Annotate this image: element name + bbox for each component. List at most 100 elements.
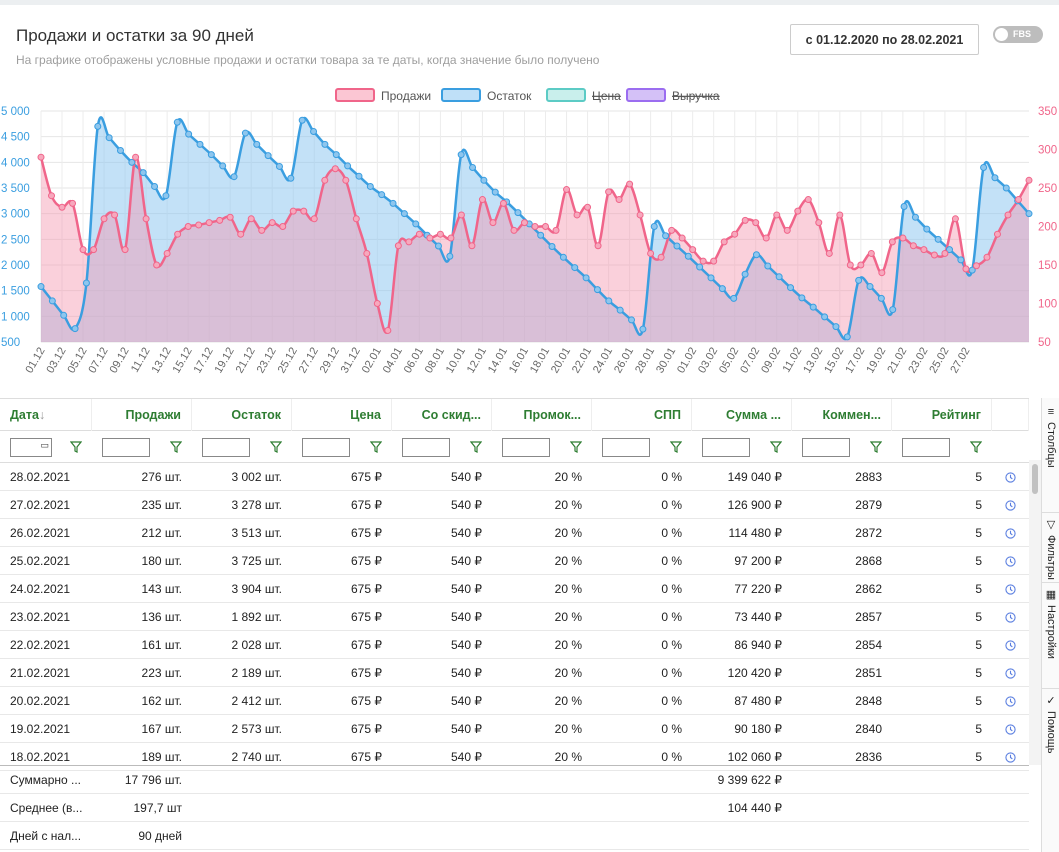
history-clock-icon[interactable] [1005,723,1016,735]
history-clock-icon[interactable] [1005,583,1016,595]
row-history-button[interactable] [992,519,1029,547]
table-cell: 161 шт. [141,638,182,652]
stock-point [662,232,670,240]
filter-funnel-icon[interactable] [70,441,82,453]
side-tab-1[interactable]: ≡ Столбцы [1042,406,1059,468]
column-header-2[interactable]: Продажи [92,399,192,431]
filter-input[interactable] [702,437,750,457]
table-row[interactable]: 23.02.2021 136 шт. 1 892 шт. 675 ₽ 540 ₽ 20 %… [0,603,1029,631]
row-history-button[interactable] [992,603,1029,631]
filter-input[interactable] [802,437,850,457]
x-axis-tick: 10.01 [444,346,468,376]
table-row[interactable]: 19.02.2021 167 шт. 2 573 шт. 675 ₽ 540 ₽ 20 %… [0,715,1029,743]
side-tab-2[interactable]: ▽ Фильтры [1042,518,1059,580]
row-history-button[interactable] [992,491,1029,519]
filter-input[interactable] [602,437,650,457]
sales-stock-chart: Продажи Остаток Цена Выручка 500 1 000 1 500 2 … [1,88,1057,376]
table-row[interactable]: 20.02.2021 162 шт. 2 412 шт. 675 ₽ 540 ₽ 20 %… [0,687,1029,715]
row-history-button[interactable] [992,463,1029,491]
column-header-8[interactable]: Сумма ... [692,399,792,431]
row-history-button[interactable] [992,659,1029,687]
table-cell: 675 ₽ [351,750,382,764]
filter-funnel-icon[interactable] [170,441,182,453]
sales-point [216,216,224,224]
column-header-3[interactable]: Остаток [192,399,292,431]
filter-input[interactable] [502,437,550,457]
row-history-button[interactable] [992,631,1029,659]
table-row[interactable]: 18.02.2021 189 шт. 2 740 шт. 675 ₽ 540 ₽ 20 %… [0,743,1029,771]
filter-funnel-icon[interactable] [470,441,482,453]
filter-input[interactable] [202,437,250,457]
table-row[interactable]: 21.02.2021 223 шт. 2 189 шт. 675 ₽ 540 ₽ 20 %… [0,659,1029,687]
table-row[interactable]: 22.02.2021 161 шт. 2 028 шт. 675 ₽ 540 ₽ 20 %… [0,631,1029,659]
filter-funnel-icon[interactable] [570,441,582,453]
table-row[interactable]: 25.02.2021 180 шт. 3 725 шт. 675 ₽ 540 ₽ 20 %… [0,547,1029,575]
history-clock-icon[interactable] [1005,751,1016,763]
filter-cell [192,431,292,463]
filter-funnel-icon[interactable] [370,441,382,453]
scrollbar-thumb[interactable] [1032,464,1038,494]
column-header-1[interactable]: Дата ↓ [0,399,92,431]
filter-funnel-icon[interactable] [770,441,782,453]
side-tab-4[interactable]: ✓ Помощь [1042,694,1059,754]
table-cell: 0 % [661,750,682,764]
filter-funnel-icon[interactable] [670,441,682,453]
column-header-label: Остаток [231,408,281,422]
column-header-5[interactable]: Со скид... [392,399,492,431]
row-history-button[interactable] [992,743,1029,771]
row-history-button[interactable] [992,575,1029,603]
filter-funnel-icon[interactable] [970,441,982,453]
x-axis-tick: 28.01 [633,346,657,376]
history-clock-icon[interactable] [1005,527,1016,539]
stock-point [355,172,363,180]
filter-input[interactable] [902,437,950,457]
column-header-9[interactable]: Коммен... [792,399,892,431]
column-header-10[interactable]: Рейтинг [892,399,992,431]
date-filter-input[interactable]: ▭ [10,437,52,457]
filter-funnel-icon[interactable] [870,441,882,453]
sort-arrow-down-icon[interactable]: ↓ [38,408,46,422]
x-axis-tick: 15.02 [822,346,846,376]
row-history-button[interactable] [992,547,1029,575]
filter-input[interactable] [302,437,350,457]
table-row[interactable]: 28.02.2021 276 шт. 3 002 шт. 675 ₽ 540 ₽ 20 %… [0,463,1029,491]
sales-point [846,261,854,269]
history-clock-icon[interactable] [1005,555,1016,567]
fbs-toggle[interactable]: FBS [993,26,1043,43]
history-clock-icon[interactable] [1005,695,1016,707]
stock-point [60,311,68,319]
history-clock-icon[interactable] [1005,667,1016,679]
filter-input[interactable] [402,437,450,457]
x-axis-tick: 13.12 [150,346,174,376]
table-row[interactable]: 24.02.2021 143 шт. 3 904 шт. 675 ₽ 540 ₽ 20 %… [0,575,1029,603]
filter-input[interactable] [102,437,150,457]
history-clock-icon[interactable] [1005,471,1016,483]
toggle-knob [995,28,1008,41]
calendar-icon[interactable]: ▭ [40,439,49,450]
filter-funnel-icon[interactable] [270,441,282,453]
date-range-button[interactable]: с 01.12.2020 по 28.02.2021 [790,24,979,55]
table-cell: 540 ₽ [451,498,482,512]
table-cell: 102 060 ₽ [727,750,782,764]
row-history-button[interactable] [992,715,1029,743]
x-axis-tick: 23.12 [255,346,279,376]
table-row[interactable]: 27.02.2021 235 шт. 3 278 шт. 675 ₽ 540 ₽ 20 %… [0,491,1029,519]
sales-point [237,230,245,238]
column-header-7[interactable]: СПП [592,399,692,431]
grid-scrollbar[interactable] [1029,460,1041,765]
history-clock-icon[interactable] [1005,611,1016,623]
history-clock-icon[interactable] [1005,639,1016,651]
sales-point [878,269,886,277]
table-row[interactable]: 26.02.2021 212 шт. 3 513 шт. 675 ₽ 540 ₽ 20 %… [0,519,1029,547]
footer-spacer [192,794,692,822]
row-history-button[interactable] [992,687,1029,715]
table-cell: 675 ₽ [351,666,382,680]
stock-point [310,128,318,136]
column-header-6[interactable]: Промок... [492,399,592,431]
stock-point [480,176,488,184]
stock-point [469,163,477,171]
stock-point [775,273,783,281]
history-clock-icon[interactable] [1005,499,1016,511]
column-header-4[interactable]: Цена [292,399,392,431]
side-tab-3[interactable]: ▦ Настройки [1042,588,1059,659]
